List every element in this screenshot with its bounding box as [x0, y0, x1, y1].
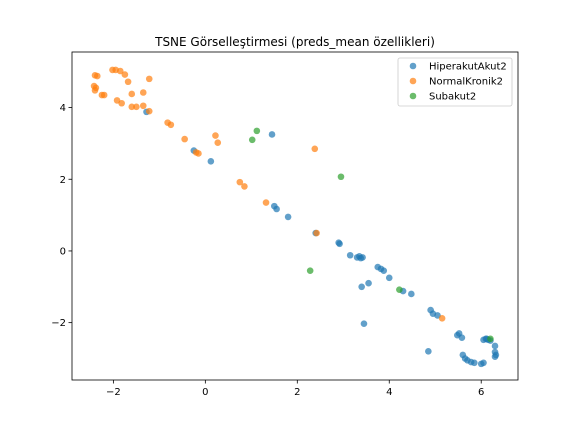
data-point-normalkronik2 [214, 139, 222, 146]
legend-label: HiperakutAkut2 [429, 62, 507, 73]
data-point-hiperakutakut2 [357, 254, 365, 262]
x-tick-label: 6 [478, 387, 484, 398]
data-point-normalkronik2 [93, 72, 101, 80]
x-tick-label: 2 [294, 387, 300, 398]
chart-title: TSNE Görselleştirmesi (preds_mean özelli… [154, 35, 435, 49]
data-point-normalkronik2 [313, 229, 320, 237]
data-point-normalkronik2 [195, 150, 202, 157]
data-point-subakut2 [248, 136, 256, 144]
data-point-normalkronik2 [167, 121, 175, 129]
x-tick-label: 4 [386, 387, 392, 398]
data-point-normalkronik2 [181, 135, 188, 143]
data-point-subakut2 [487, 335, 494, 343]
data-point-hiperakutakut2 [385, 274, 393, 282]
legend-box [397, 57, 513, 107]
data-point-normalkronik2 [241, 183, 248, 190]
data-point-normalkronik2 [116, 67, 124, 75]
data-point-hiperakutakut2 [491, 353, 499, 360]
data-point-hiperakutakut2 [268, 131, 276, 138]
y-tick-label: 4 [60, 103, 66, 114]
data-point-normalkronik2 [100, 91, 108, 99]
data-point-normalkronik2 [118, 99, 125, 107]
y-axis: −2 0 2 4 [51, 103, 72, 329]
data-point-normalkronik2 [128, 103, 136, 111]
legend-label: Subakut2 [429, 92, 476, 103]
data-point-hiperakutakut2 [360, 320, 368, 328]
data-point-normalkronik2 [262, 199, 270, 206]
data-point-normalkronik2 [236, 178, 244, 186]
axes-frame [71, 51, 519, 381]
data-point-normalkronik2 [139, 102, 147, 110]
points-layer [90, 66, 500, 368]
legend: HiperakutAkut2 NormalKronik2 Subakut2 [397, 57, 513, 107]
legend-marker [409, 92, 417, 100]
y-tick-label: 0 [60, 246, 66, 257]
y-tick-label: −2 [51, 318, 66, 329]
legend-label: NormalKronik2 [429, 77, 503, 88]
y-tick-label: 2 [60, 175, 66, 186]
data-point-hiperakutakut2 [380, 267, 388, 274]
data-point-hiperakutakut2 [207, 158, 215, 165]
data-point-subakut2 [253, 127, 261, 135]
data-point-hiperakutakut2 [346, 251, 354, 259]
data-point-normalkronik2 [212, 132, 219, 139]
data-point-hiperakutakut2 [491, 342, 499, 350]
data-point-hiperakutakut2 [273, 205, 280, 213]
data-point-hiperakutakut2 [425, 348, 432, 355]
data-point-normalkronik2 [311, 145, 319, 153]
data-point-hiperakutakut2 [471, 359, 478, 367]
data-point-hiperakutakut2 [408, 290, 415, 298]
data-point-hiperakutakut2 [458, 334, 466, 342]
data-point-subakut2 [396, 286, 403, 293]
data-point-normalkronik2 [139, 89, 147, 96]
data-point-normalkronik2 [91, 87, 99, 94]
data-point-normalkronik2 [145, 75, 153, 83]
data-point-hiperakutakut2 [336, 240, 343, 248]
data-point-hiperakutakut2 [365, 279, 372, 287]
data-point-normalkronik2 [145, 107, 153, 115]
data-point-normalkronik2 [124, 78, 132, 86]
plot-area [71, 51, 519, 381]
data-point-normalkronik2 [133, 103, 140, 111]
x-axis: −2 0 2 4 6 [106, 380, 484, 398]
x-tick-label: −2 [106, 387, 121, 398]
data-point-hiperakutakut2 [480, 359, 487, 367]
data-point-subakut2 [306, 267, 314, 274]
data-point-normalkronik2 [128, 90, 136, 98]
data-point-hiperakutakut2 [284, 213, 292, 221]
data-point-normalkronik2 [121, 71, 129, 78]
data-point-normalkronik2 [438, 315, 446, 322]
legend-marker [409, 62, 417, 70]
legend-marker [409, 77, 417, 85]
x-tick-label: 0 [202, 387, 208, 398]
data-point-subakut2 [337, 173, 345, 181]
data-point-hiperakutakut2 [358, 283, 365, 291]
